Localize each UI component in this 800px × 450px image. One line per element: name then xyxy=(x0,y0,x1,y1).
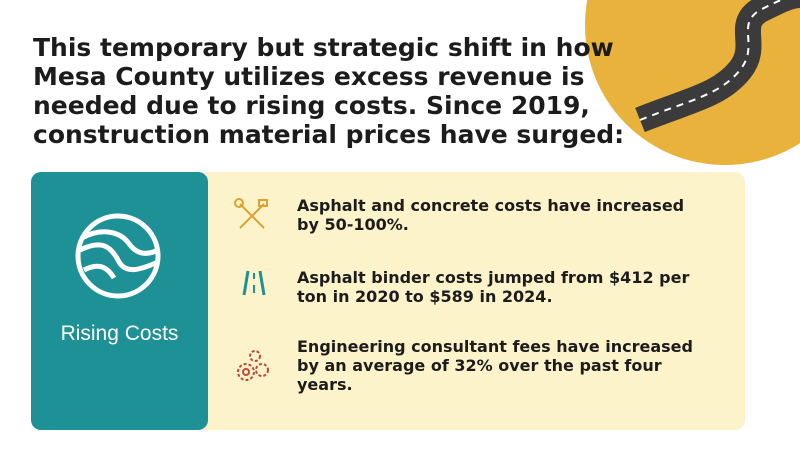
card-label: Rising Costs xyxy=(60,322,179,345)
heading-line: This temporary but strategic shift in ho… xyxy=(33,33,614,62)
road-line xyxy=(639,0,784,121)
tools-icon xyxy=(234,198,268,229)
item-text: Asphalt binder costs jumped from $412 pe… xyxy=(297,268,690,306)
heading-line: needed due to rising costs. Since 2019, xyxy=(33,91,590,120)
heading-line: Mesa County utilizes excess revenue is xyxy=(33,62,585,91)
gears-icon xyxy=(237,350,269,381)
road-icon xyxy=(242,270,266,296)
costs-icon xyxy=(75,213,161,299)
card-bg xyxy=(31,172,745,430)
item-text: Asphalt and concrete costs have increase… xyxy=(297,196,685,234)
heading: This temporary but strategic shift in ho… xyxy=(33,33,625,149)
heading-line: construction material prices have surged… xyxy=(33,120,625,149)
item-text: Engineering consultant fees have increas… xyxy=(297,337,693,394)
card-side xyxy=(31,172,208,430)
